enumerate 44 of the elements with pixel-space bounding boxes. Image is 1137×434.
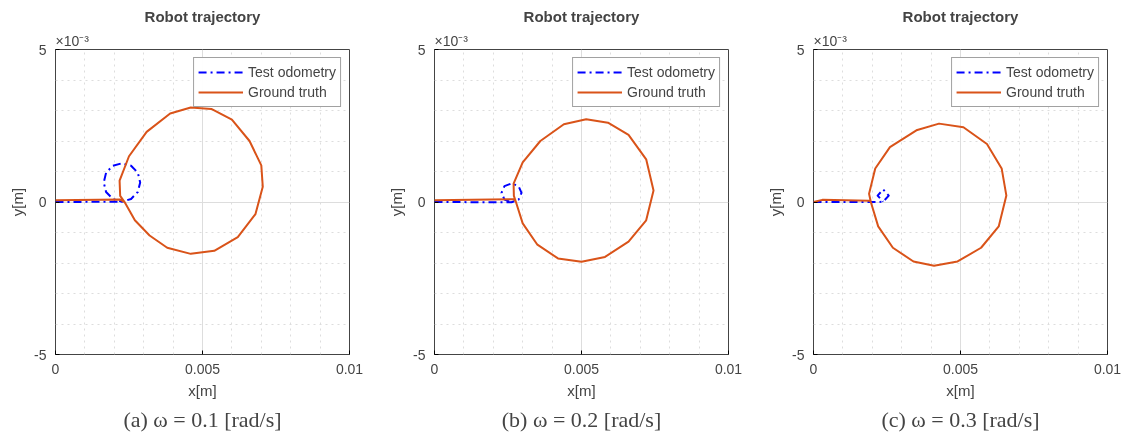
line-series xyxy=(55,106,264,255)
x-tick-label: 0 xyxy=(430,360,439,377)
legend-label: Ground truth xyxy=(627,84,706,100)
y-tick-label: 0 xyxy=(417,194,426,210)
legend-label: Test odometry xyxy=(627,64,715,80)
line-series xyxy=(55,162,142,203)
text: (b) ω = 0.2 [rad/s] xyxy=(501,406,662,432)
y-tick-label: -5 xyxy=(792,346,805,363)
legend-label: Test odometry xyxy=(248,64,336,80)
x-axis-title: x[m] xyxy=(567,381,596,399)
y-tick-label: 0 xyxy=(38,194,47,210)
text: (c) ω = 0.3 [rad/s] xyxy=(881,406,1040,432)
y-axis-title: y[m] xyxy=(9,187,27,217)
x-axis-title: x[m] xyxy=(188,381,217,399)
legend-label: Ground truth xyxy=(248,84,327,100)
line-series xyxy=(434,182,523,204)
x-tick-label: 0 xyxy=(51,360,60,377)
x-tick-label: 0 xyxy=(809,360,818,377)
y-tick-label: 5 xyxy=(38,41,47,58)
text: (a) ω = 0.1 [rad/s] xyxy=(123,406,282,432)
chart-title: Robot trajectory xyxy=(144,7,262,25)
y-tick-label: -5 xyxy=(34,346,47,363)
y-tick-label: -5 xyxy=(413,346,426,363)
text: ×10⁻³ xyxy=(434,32,469,49)
y-axis-title: y[m] xyxy=(388,187,406,217)
y-tick-label: 5 xyxy=(796,41,805,58)
y-tick-label: 5 xyxy=(417,41,426,58)
line-series xyxy=(813,122,1008,267)
x-axis-title: x[m] xyxy=(946,381,975,399)
legend-label: Ground truth xyxy=(1006,84,1085,100)
x-tick-label: 0.01 xyxy=(335,360,364,377)
x-tick-label: 0.005 xyxy=(184,360,221,377)
x-tick-label: 0.005 xyxy=(563,360,600,377)
chart-title: Robot trajectory xyxy=(523,7,641,25)
x-tick-label: 0.005 xyxy=(942,360,979,377)
y-tick-label: 0 xyxy=(796,194,805,210)
text: ×10⁻³ xyxy=(813,32,848,49)
legend-label: Test odometry xyxy=(1006,64,1094,80)
line-series xyxy=(434,118,655,263)
x-tick-label: 0.01 xyxy=(1093,360,1122,377)
text: ×10⁻³ xyxy=(55,32,90,49)
x-tick-label: 0.01 xyxy=(714,360,743,377)
y-axis-title: y[m] xyxy=(767,187,785,217)
chart-title: Robot trajectory xyxy=(902,7,1020,25)
